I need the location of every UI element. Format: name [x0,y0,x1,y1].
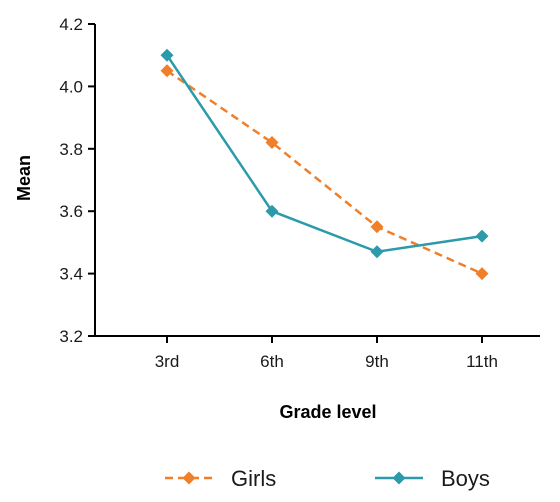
legend-item-boys: Boys [375,466,490,491]
x-tick-label: 11th [466,352,498,371]
y-tick-label: 3.8 [59,140,83,159]
data-point [370,220,384,234]
data-point [265,204,279,218]
series-girls [160,64,489,281]
y-tick-label: 3.2 [59,327,83,346]
y-axis-title: Mean [14,155,34,201]
x-axis-title: Grade level [279,402,376,422]
data-point [265,136,279,150]
data-point [160,64,174,78]
data-point [475,229,489,243]
series-boys [160,48,489,259]
legend: Girls Boys [165,466,490,491]
y-tick-label: 4.2 [59,15,83,34]
series-layer [160,48,489,281]
legend-marker [392,471,406,485]
y-tick-label: 3.4 [59,265,83,284]
series-line [166,69,483,275]
x-tick-label: 3rd [155,352,180,371]
legend-marker [182,471,196,485]
y-tick-label: 4.0 [59,77,83,96]
legend-label: Boys [441,466,490,491]
axes: 3.2 3.4 3.6 3.8 4.0 4.2 3rd 6th 9th 11th [59,15,540,371]
series-line [165,54,483,254]
data-point [370,245,384,259]
legend-label: Girls [231,466,276,491]
data-point [160,48,174,62]
y-tick-label: 3.6 [59,202,83,221]
data-point [475,267,489,281]
x-tick-label: 9th [365,352,389,371]
x-tick-label: 6th [260,352,284,371]
legend-item-girls: Girls [165,466,276,491]
